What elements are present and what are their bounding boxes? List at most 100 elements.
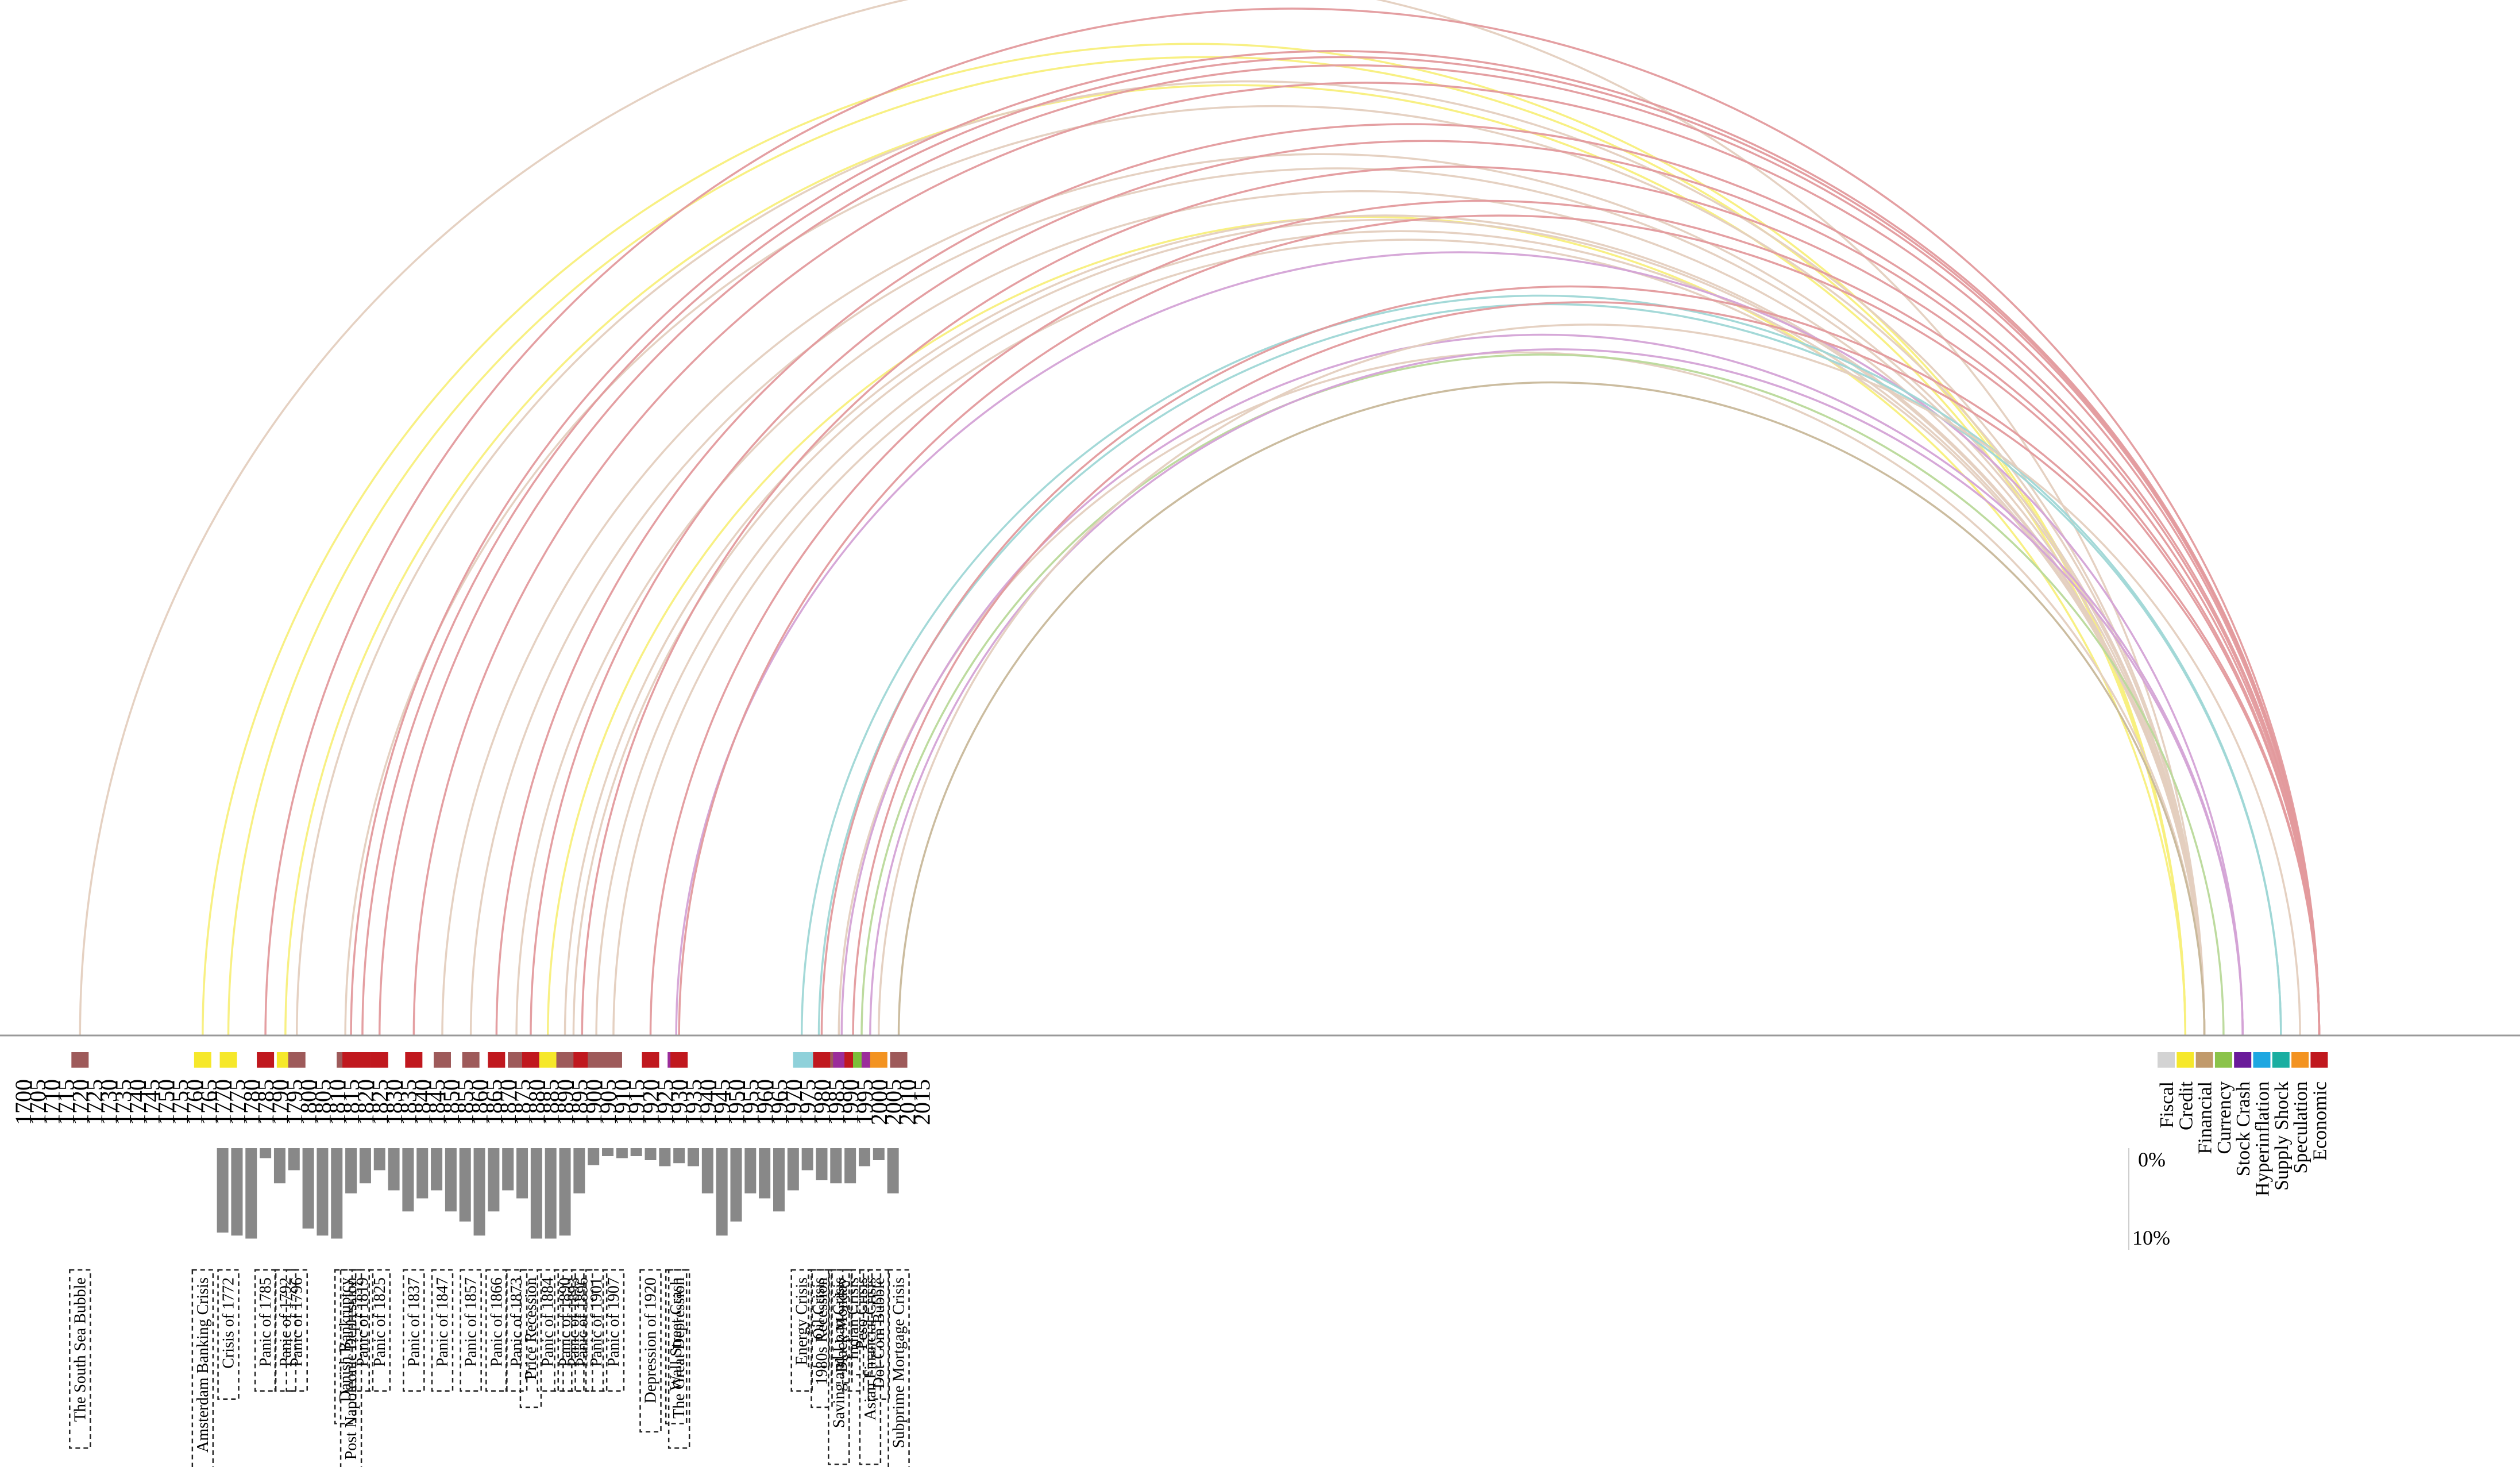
year-label-1965: 1965 [766, 1079, 792, 1125]
type-marker-currency[interactable] [2214, 1052, 2232, 1068]
type-marker-hyperinflation[interactable] [2253, 1052, 2271, 1068]
arc-1920-economic [649, 199, 2321, 1036]
crisis-label-black-monday[interactable]: Black Monday [830, 1269, 853, 1384]
year-label-1950: 1950 [724, 1079, 750, 1125]
crisis-marker-panic-of-1857[interactable] [462, 1052, 480, 1068]
type-marker-fiscal[interactable] [2158, 1052, 2175, 1068]
year-label-1925: 1925 [652, 1079, 678, 1125]
arc-1763-credit [202, 43, 2187, 1036]
crisis-marker-panic-of-1785[interactable] [257, 1052, 275, 1068]
crisis-name: Panic of 1896 [573, 1277, 591, 1367]
arc-1815-economic [351, 51, 2319, 1035]
crisis-label-saving-and-loan-crisis[interactable]: Saving and Loan Crisis [828, 1269, 850, 1465]
crisis-marker-panic-of-1825[interactable] [371, 1052, 388, 1068]
crisis-label-panic-of-1825[interactable]: Panic of 1825 [368, 1269, 391, 1392]
marker-layer [71, 1052, 908, 1068]
crisis-label-subprime-mortgage-crisis[interactable]: Subprime Mortgage Crisis [887, 1269, 910, 1467]
crisis-name: Panic of 1907 [605, 1277, 623, 1367]
crisis-marker-crisis-of-1772[interactable] [219, 1052, 237, 1068]
crisis-label-the-south-sea-bubble[interactable]: The South Sea Bubble [69, 1269, 91, 1449]
year-label-1755: 1755 [167, 1079, 193, 1125]
crisis-marker-the-south-sea-bubble[interactable] [71, 1052, 89, 1068]
bar-2000 [873, 1148, 885, 1160]
crisis-label-the-great-depression[interactable]: The Great Depression [667, 1269, 690, 1449]
crisis-marker-dot-com-bubble[interactable] [870, 1052, 887, 1068]
crisis-label-crisis-of-1772[interactable]: Crisis of 1772 [217, 1269, 240, 1400]
crisis-label-wall-street-crash[interactable]: Wall Street Crash [665, 1269, 688, 1424]
type-label-stock-crash: Stock Crash [2233, 1081, 2254, 1176]
year-label-1890: 1890 [553, 1079, 578, 1125]
bar-axis-top-label: 0% [2138, 1148, 2166, 1171]
crisis-label-panic-of-1837[interactable]: Panic of 1837 [403, 1269, 425, 1392]
year-label-1820: 1820 [353, 1079, 379, 1125]
crisis-label-post-napoleonic-depression[interactable]: Post Napoleonic Depression [339, 1269, 362, 1467]
crisis-marker-panic-of-1837[interactable] [405, 1052, 423, 1068]
year-label-1760: 1760 [182, 1079, 207, 1125]
arc-1890-financial [564, 214, 2206, 1036]
crisis-marker-energy-crisis[interactable] [793, 1052, 811, 1068]
type-marker-financial[interactable] [2195, 1052, 2213, 1068]
crisis-label-amsterdam-banking-crisis[interactable]: Amsterdam Banking Crisis [191, 1269, 214, 1467]
crisis-label-panic-of-1866[interactable]: Panic of 1866 [485, 1269, 508, 1392]
crisis-marker-the-great-depression[interactable] [670, 1052, 688, 1068]
year-label-1860: 1860 [467, 1079, 493, 1125]
crisis-label-panic-of-1847[interactable]: Panic of 1847 [431, 1269, 454, 1392]
crisis-name: Black Monday [833, 1277, 851, 1373]
crisis-marker-panic-of-1907[interactable] [604, 1052, 622, 1068]
arc-1979-supply-shock [817, 303, 2282, 1036]
crisis-label-price-recession[interactable]: Price Recession [519, 1269, 542, 1408]
year-label-2010: 2010 [894, 1079, 920, 1125]
crisis-label-panic-of-1857[interactable]: Panic of 1857 [460, 1269, 482, 1392]
crisis-marker-1980s-recession[interactable] [813, 1052, 831, 1068]
type-marker-supply-shock[interactable] [2272, 1052, 2290, 1068]
crisis-marker-panic-of-1866[interactable] [488, 1052, 505, 1068]
type-marker-credit[interactable] [2176, 1052, 2194, 1068]
crisis-marker-amsterdam-banking-crisis[interactable] [194, 1052, 211, 1068]
crisis-marker-panic-of-1796[interactable] [288, 1052, 306, 1068]
crisis-name: The South Sea Bubble [71, 1277, 89, 1422]
crisis-label-energy-crisis[interactable]: Energy Crisis [790, 1269, 813, 1392]
crisis-label-panic-of-1893[interactable]: Panic of 1893 [562, 1269, 585, 1392]
type-marker-stock-crash[interactable] [2234, 1052, 2252, 1068]
bar-axis-bottom-label: 10% [2132, 1226, 2170, 1249]
crisis-marker-panic-of-1847[interactable] [434, 1052, 451, 1068]
type-label-economic: Economic [2309, 1081, 2330, 1161]
crisis-marker-panic-of-1819[interactable] [353, 1052, 371, 1068]
crisis-label-panic-of-1796[interactable]: Panic of 1796 [285, 1269, 308, 1392]
year-label-1915: 1915 [624, 1079, 650, 1125]
year-label-1810: 1810 [324, 1079, 350, 1125]
crisis-marker-subprime-mortgage-crisis[interactable] [890, 1052, 908, 1068]
crisis-name: Energy Crisis [793, 1277, 811, 1365]
crisis-label-asian-financial-crisis[interactable]: Asian Financial Crisis [859, 1269, 882, 1465]
crisis-label-dot-com-bubble[interactable]: Dot-Com Bubble [867, 1269, 890, 1400]
year-label-1750: 1750 [153, 1079, 179, 1125]
crisis-label-1980s-recession[interactable]: 1980s Recession [811, 1269, 833, 1408]
type-marker-speculation[interactable] [2291, 1052, 2309, 1068]
type-marker-economic[interactable] [2310, 1052, 2328, 1068]
crisis-marker-panic-of-1901[interactable] [588, 1052, 605, 1068]
crisis-label-panic-of-1792[interactable]: Panic of 1792 [274, 1269, 297, 1392]
crisis-name: Dot-Com Bubble [870, 1277, 888, 1389]
bar-1855 [459, 1148, 471, 1222]
year-label-1995: 1995 [852, 1079, 878, 1125]
crisis-name: Peso Crisis [853, 1277, 871, 1349]
crisis-label-panic-of-1785[interactable]: Panic of 1785 [254, 1269, 277, 1392]
crisis-label-depression-of-1920[interactable]: Depression of 1920 [639, 1269, 662, 1433]
crisis-marker-price-recession[interactable] [522, 1052, 539, 1068]
crisis-marker-panic-of-1884[interactable] [539, 1052, 557, 1068]
crisis-marker-depression-of-1920[interactable] [642, 1052, 659, 1068]
bar-1890 [559, 1148, 571, 1236]
crisis-name: Crisis of 1772 [220, 1277, 238, 1369]
bar-1820 [359, 1148, 371, 1184]
bar-1810 [331, 1148, 343, 1239]
crisis-label-panic-of-1873[interactable]: Panic of 1873 [505, 1269, 528, 1392]
bar-1950 [730, 1148, 742, 1222]
crisis-label-panic-of-1896[interactable]: Panic of 1896 [571, 1269, 593, 1392]
year-label-1770: 1770 [210, 1079, 236, 1125]
arc-1987-stock-crash [840, 333, 2244, 1036]
year-label-1765: 1765 [196, 1079, 222, 1125]
bar-1915 [630, 1148, 642, 1156]
year-label-1710: 1710 [39, 1079, 65, 1125]
crisis-label-panic-of-1907[interactable]: Panic of 1907 [602, 1269, 625, 1392]
